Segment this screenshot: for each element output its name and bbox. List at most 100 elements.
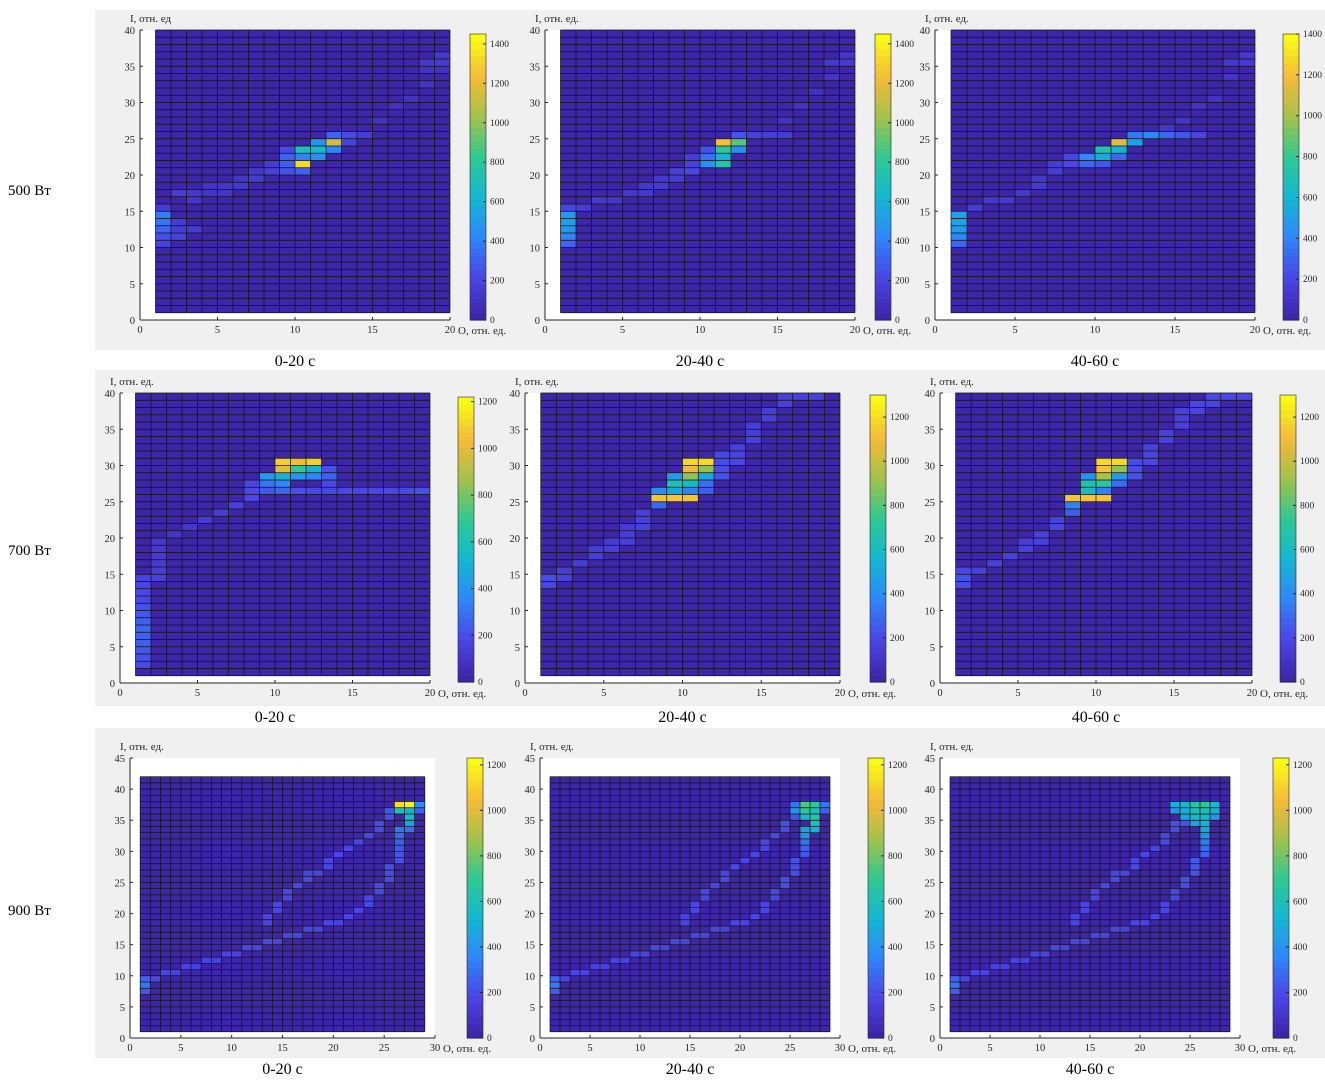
y-tick-label: 15 [525, 941, 536, 952]
heatmap-cell [800, 807, 810, 814]
colorbar-segment [1280, 588, 1296, 597]
y-tick-label: 35 [925, 816, 936, 827]
y-tick-label: 15 [115, 941, 126, 952]
colorbar-segment [875, 169, 891, 178]
heatmap-cell [790, 857, 800, 864]
heatmap-cell [1205, 400, 1221, 408]
heatmap-cell [1142, 443, 1159, 451]
heatmap-cell [572, 559, 588, 567]
y-tick-label: 20 [125, 171, 136, 182]
heatmap-cell [1111, 153, 1127, 161]
colorbar-tick-label: 800 [1300, 501, 1315, 511]
colorbar-segment [868, 842, 884, 850]
heatmap-cell [275, 472, 291, 480]
heatmap-cell [321, 480, 337, 488]
colorbar-segment [1273, 968, 1289, 976]
colorbar-segment [467, 912, 483, 920]
heatmap-cell [1239, 59, 1255, 67]
colorbar-segment [1280, 545, 1296, 554]
colorbar-segment [470, 191, 486, 200]
colorbar-segment [875, 112, 891, 121]
colorbar-frame [457, 396, 475, 683]
heatmap-cell [135, 617, 151, 625]
colorbar-segment [868, 814, 884, 822]
y-tick-label: 20 [925, 534, 936, 545]
heatmap-cell [824, 59, 840, 67]
y-tick-label: 35 [525, 816, 536, 827]
colorbar-segment [470, 269, 486, 278]
colorbar-segment [868, 779, 884, 787]
colorbar-segment [870, 646, 886, 654]
colorbar-segment [458, 575, 474, 583]
x-tick-label: 0 [932, 325, 937, 336]
heatmap-cell [228, 501, 244, 509]
colorbar-segment [470, 312, 486, 321]
colorbar-segment [1283, 241, 1299, 250]
heatmap-cell [720, 876, 730, 883]
colorbar-segment [1273, 1010, 1289, 1018]
heatmap-cell [290, 458, 306, 466]
y-tick-label: 40 [530, 26, 541, 37]
heatmap-cell [780, 820, 790, 827]
colorbar-segment [467, 870, 483, 878]
heatmap-cell [186, 196, 202, 204]
heatmap-cell [264, 160, 280, 168]
y-tick-label: 15 [925, 941, 936, 952]
x-tick-label: 30 [430, 1043, 441, 1054]
heatmap-cell [780, 882, 790, 889]
panel-caption: 20-40 с [666, 1061, 714, 1078]
colorbar-tick-label: 0 [888, 1034, 893, 1044]
x-tick-label: 15 [277, 1043, 288, 1054]
colorbar-segment [875, 126, 891, 135]
colorbar-segment [1283, 34, 1299, 42]
heatmap-cell [1096, 487, 1112, 495]
colorbar-segment [1283, 55, 1299, 64]
heatmap-cell [1142, 458, 1159, 466]
colorbar-segment [458, 503, 474, 512]
heatmap-cell [1031, 175, 1047, 183]
x-tick-label: 20 [835, 688, 846, 699]
colorbar-segment [868, 821, 884, 829]
heatmap-cell [1096, 465, 1112, 473]
heatmap-cell [1018, 545, 1034, 553]
y-tick-label: 0 [515, 679, 520, 690]
y-tick-label: 10 [530, 244, 541, 255]
colorbar-segment [868, 856, 884, 864]
heatmap-cell [140, 988, 151, 995]
heatmap-cell [650, 944, 660, 951]
colorbar-tick-label: 200 [890, 634, 905, 644]
heatmap-cell [1159, 131, 1175, 139]
heatmap-cell [202, 189, 218, 197]
heatmap-cell [151, 552, 167, 560]
colorbar-segment [458, 439, 474, 448]
heatmap-cell [384, 870, 395, 877]
heatmap-cell [700, 153, 716, 161]
heatmap-cell [217, 182, 233, 190]
colorbar-segment [1273, 863, 1289, 871]
colorbar-segment [1280, 595, 1296, 604]
y-tick-label: 40 [920, 26, 931, 37]
colorbar-segment [458, 610, 474, 619]
y-tick-label: 35 [530, 62, 541, 73]
heatmap-cell [760, 838, 770, 846]
colorbar-segment [870, 409, 886, 418]
heatmap-cell [150, 975, 161, 982]
heatmap-cell [951, 240, 967, 248]
heatmap-cell [394, 851, 405, 858]
colorbar-tick-label: 1000 [478, 444, 497, 454]
heatmap-cell [1158, 429, 1174, 437]
heatmap-cell [666, 487, 683, 495]
heatmap-cell [635, 509, 651, 517]
heatmap-cell [698, 480, 714, 488]
colorbar-segment [470, 205, 486, 214]
colorbar-segment [470, 155, 486, 164]
colorbar-segment [875, 98, 891, 107]
x-tick-label: 15 [772, 325, 783, 336]
colorbar-segment [1283, 305, 1299, 314]
heatmap-cell [135, 603, 151, 611]
heatmap-cell [714, 458, 730, 466]
heatmap-cell [337, 487, 353, 495]
heatmap-cell [556, 574, 573, 582]
colorbar-segment [868, 989, 884, 997]
heatmap-cell [1180, 882, 1190, 889]
